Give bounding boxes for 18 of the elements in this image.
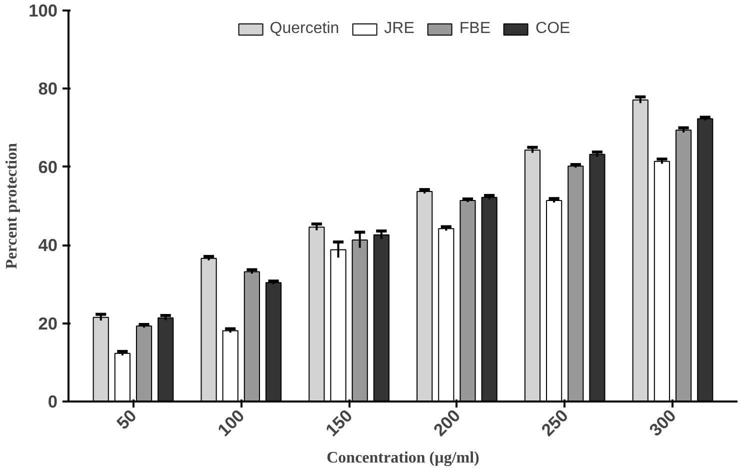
y-tick-label: 40 (38, 235, 58, 256)
legend-label: JRE (384, 20, 414, 38)
x-tick-label: 100 (214, 405, 248, 440)
y-tick-label: 20 (38, 313, 58, 334)
x-tick-label: 250 (537, 405, 572, 440)
x-axis-title: Concentration (µg/ml) (326, 449, 480, 466)
legend-label: COE (536, 20, 570, 38)
y-tick-label: 0 (48, 392, 58, 412)
x-tick-label: 200 (429, 405, 464, 440)
x-tick-label: 50 (112, 405, 140, 434)
y-tick-label: 100 (28, 0, 58, 20)
legend-label: FBE (459, 20, 491, 38)
y-tick-label: 80 (38, 78, 58, 99)
y-tick-label: 60 (38, 156, 58, 177)
y-axis-title: Percent protection (4, 142, 21, 270)
x-tick-label: 300 (645, 405, 680, 440)
legend-label: Quercetin (270, 20, 340, 38)
x-tick-label: 150 (322, 405, 356, 440)
